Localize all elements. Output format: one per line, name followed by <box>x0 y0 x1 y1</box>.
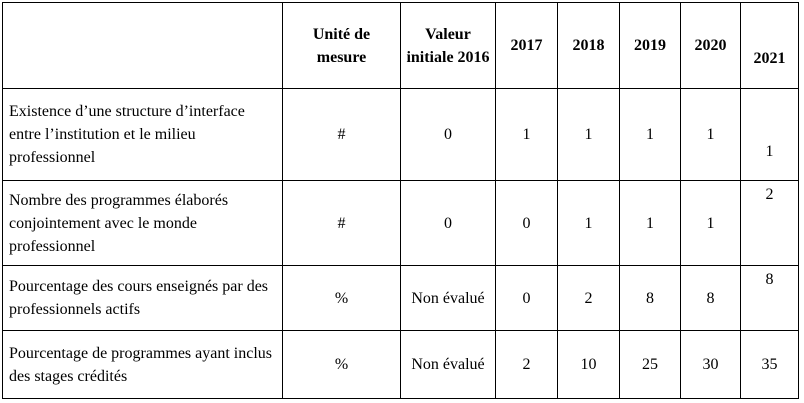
value-cell: Non évalué <box>400 330 496 399</box>
header-cell: Valeur initiale 2016 <box>400 2 496 89</box>
row-label: Pourcentage de programmes ayant inclus d… <box>2 330 283 399</box>
value-cell: 1 <box>680 88 741 181</box>
table-row: Nombre des programmes élaborés conjointe… <box>2 180 799 266</box>
value-cell: 1 <box>619 180 681 266</box>
header-cell: 2019 <box>619 2 681 89</box>
value-cell: 1 <box>495 88 558 181</box>
header-cell: Unité de mesure <box>282 2 401 89</box>
row-label: Existence d’une structure d’interface en… <box>2 88 283 181</box>
value-cell: # <box>282 88 401 181</box>
table-row: Existence d’une structure d’interface en… <box>2 88 799 181</box>
table-body: Existence d’une structure d’interface en… <box>2 88 799 399</box>
header-cell: 2018 <box>557 2 620 89</box>
value-cell: 8 <box>740 265 799 331</box>
value-cell: 1 <box>619 88 681 181</box>
value-cell: 1 <box>740 88 799 181</box>
value-cell: 2 <box>495 330 558 399</box>
table-row: Pourcentage de programmes ayant inclus d… <box>2 330 799 399</box>
value-cell: 8 <box>680 265 741 331</box>
row-label: Pourcentage des cours enseignés par des … <box>2 265 283 331</box>
value-cell: 1 <box>680 180 741 266</box>
value-cell: % <box>282 265 401 331</box>
value-cell: 1 <box>557 180 620 266</box>
table-row: Pourcentage des cours enseignés par des … <box>2 265 799 331</box>
header-cell: 2021 <box>740 2 799 89</box>
value-cell: 35 <box>740 330 799 399</box>
indicator-table: Unité de mesure Valeur initiale 2016 2017 2… <box>2 2 799 399</box>
value-cell: 0 <box>495 180 558 266</box>
value-cell: 0 <box>400 88 496 181</box>
row-label: Nombre des programmes élaborés conjointe… <box>2 180 283 266</box>
value-cell: # <box>282 180 401 266</box>
header-cell: 2017 <box>495 2 558 89</box>
value-cell: 25 <box>619 330 681 399</box>
value-cell: 2 <box>740 180 799 266</box>
header-row: Unité de mesure Valeur initiale 2016 2017 2… <box>2 2 799 89</box>
value-cell: 0 <box>495 265 558 331</box>
table-header: Unité de mesure Valeur initiale 2016 2017 2… <box>2 2 799 89</box>
header-cell: 2020 <box>680 2 741 89</box>
value-cell: 8 <box>619 265 681 331</box>
value-cell: 30 <box>680 330 741 399</box>
value-cell: 10 <box>557 330 620 399</box>
value-cell: 0 <box>400 180 496 266</box>
value-cell: % <box>282 330 401 399</box>
value-cell: 2 <box>557 265 620 331</box>
value-cell: 1 <box>557 88 620 181</box>
header-cell <box>2 2 283 89</box>
value-cell: Non évalué <box>400 265 496 331</box>
